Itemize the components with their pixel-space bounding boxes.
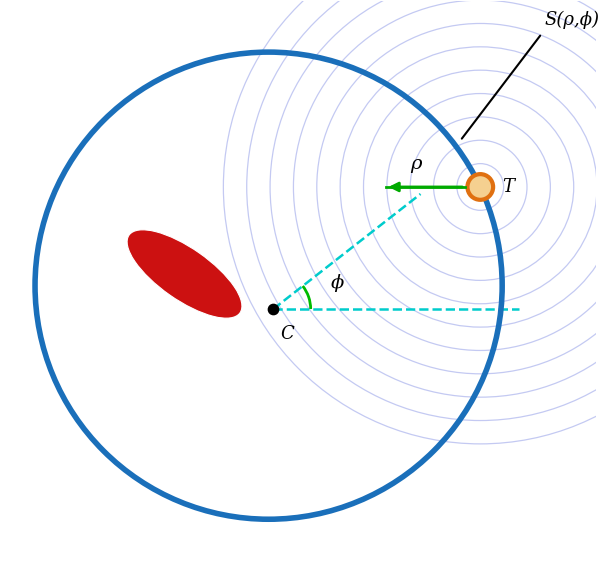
Text: ρ: ρ — [410, 155, 422, 173]
Text: S(ρ,ϕ): S(ρ,ϕ) — [544, 11, 599, 29]
Text: T: T — [502, 178, 514, 196]
Text: C: C — [281, 325, 294, 343]
Circle shape — [467, 174, 493, 200]
Ellipse shape — [127, 230, 242, 318]
Point — [268, 305, 278, 314]
Text: ϕ: ϕ — [331, 274, 344, 292]
